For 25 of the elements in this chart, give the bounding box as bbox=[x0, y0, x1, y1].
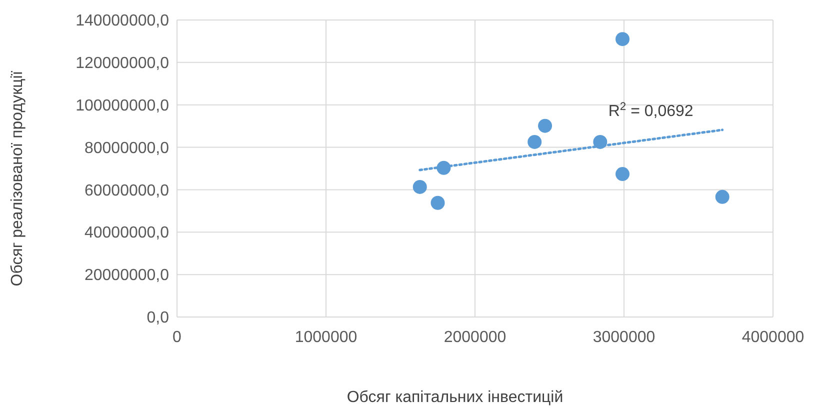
point bbox=[616, 32, 630, 46]
y-axis-title: Обсяг реалізованої продукції bbox=[9, 70, 26, 286]
annotation: R$^{2}$ = 0,0692 bbox=[608, 100, 694, 120]
y-tick-label: 40000000,0 bbox=[84, 224, 170, 242]
x-tick-label: 2000000 bbox=[444, 329, 506, 346]
point bbox=[593, 134, 608, 149]
point bbox=[436, 160, 451, 175]
x-tick-label: 3000000 bbox=[592, 329, 656, 346]
point bbox=[616, 167, 630, 182]
y-tick-label: 140000000,0 bbox=[76, 12, 170, 30]
point bbox=[715, 190, 730, 204]
y-tick-label: 100000000,0 bbox=[76, 97, 170, 114]
x-axis-title: Обсяг капітальних інвестицій bbox=[346, 389, 564, 406]
y-tick-label: 80000000,0 bbox=[84, 140, 170, 157]
point bbox=[430, 196, 445, 210]
y-tick-label: 120000000,0 bbox=[76, 55, 170, 72]
x-tick-label: 0 bbox=[172, 329, 182, 346]
point bbox=[538, 118, 552, 133]
point bbox=[528, 134, 542, 149]
y-tick-label: 0,0 bbox=[146, 310, 170, 327]
y-tick-label: 20000000,0 bbox=[84, 267, 170, 284]
x-tick-label: 4000000 bbox=[742, 329, 804, 346]
y-tick-label: 60000000,0 bbox=[84, 182, 170, 200]
x-tick-label: 1000000 bbox=[294, 329, 358, 346]
point bbox=[412, 180, 427, 194]
